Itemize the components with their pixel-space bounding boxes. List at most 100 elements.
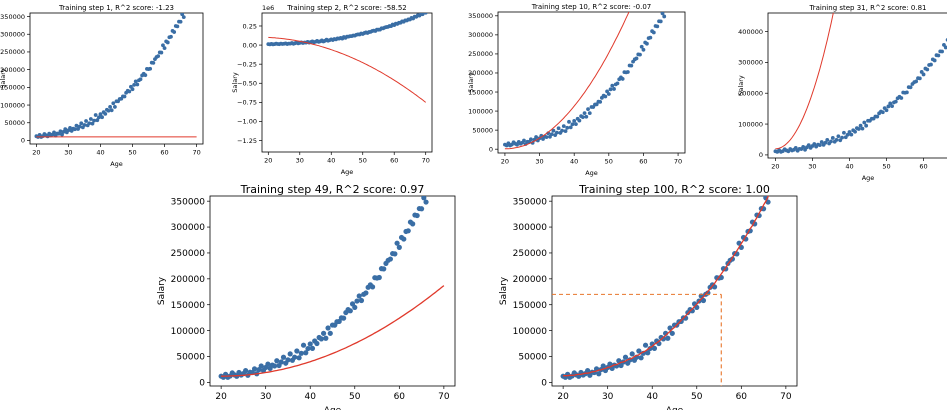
x-axis-label: Age — [341, 168, 354, 176]
data-point — [580, 115, 585, 120]
data-point — [103, 111, 108, 116]
data-point — [629, 351, 635, 357]
y-tick-label: 300000 — [171, 223, 206, 233]
data-point — [401, 236, 407, 242]
plot-frame — [497, 11, 686, 154]
y-axis-label: Salary — [737, 75, 745, 96]
data-point — [925, 67, 930, 72]
data-point — [570, 122, 575, 127]
data-point — [130, 87, 135, 92]
data-point — [700, 297, 707, 304]
x-tick-label: 20 — [771, 163, 779, 171]
data-point — [58, 129, 63, 134]
data-point — [585, 368, 591, 374]
data-point — [616, 358, 622, 364]
plot-area — [34, 13, 197, 139]
data-point — [655, 24, 660, 29]
y-tick-label: 0 — [759, 151, 763, 159]
data-point — [921, 72, 926, 77]
data-point — [620, 77, 625, 81]
data-point — [904, 90, 909, 95]
data-point — [845, 132, 850, 137]
data-point — [143, 73, 148, 78]
x-tick-label: 70 — [192, 149, 200, 157]
y-tick-label: 200000 — [738, 89, 763, 97]
x-tick-label: 40 — [305, 392, 317, 402]
x-tick-label: 70 — [780, 392, 792, 402]
data-point — [645, 41, 649, 46]
data-point — [72, 127, 77, 132]
data-point — [534, 135, 538, 139]
data-point — [161, 43, 165, 48]
y-tick-label: 0.25 — [243, 22, 257, 30]
y-tick-label: −0.50 — [237, 80, 257, 88]
data-point — [159, 50, 164, 55]
data-point — [243, 368, 249, 374]
y-axis-label: Salary — [231, 72, 239, 93]
data-point — [98, 112, 103, 117]
x-tick-label: 50 — [882, 163, 890, 171]
data-point — [347, 308, 353, 314]
data-point — [274, 358, 280, 364]
data-point — [271, 363, 278, 369]
data-point — [612, 87, 616, 91]
data-point — [917, 76, 922, 81]
data-point — [634, 56, 639, 61]
x-tick-label: 30 — [260, 392, 272, 402]
x-tick-label: 60 — [160, 149, 168, 157]
data-point — [642, 342, 649, 348]
y-tick-label: 100000 — [468, 107, 493, 115]
data-point — [148, 66, 153, 71]
data-point — [849, 132, 854, 137]
data-point — [770, 188, 775, 193]
data-point — [819, 140, 824, 144]
data-point — [112, 105, 117, 109]
data-point — [586, 107, 590, 112]
data-point — [629, 63, 634, 68]
data-point — [133, 79, 138, 84]
y-tick-label: −0.75 — [237, 99, 257, 107]
data-point — [356, 293, 362, 299]
data-point — [572, 119, 577, 123]
data-point — [936, 53, 941, 58]
chart-title: Training step 2, R^2 score: -58.52 — [286, 4, 406, 12]
data-point — [325, 325, 331, 331]
x-tick-label: 60 — [394, 392, 406, 402]
data-point — [864, 123, 869, 128]
data-point — [853, 129, 857, 134]
data-point — [74, 123, 79, 128]
data-point — [556, 126, 561, 131]
data-point — [598, 99, 603, 104]
data-point — [421, 196, 427, 201]
data-point — [175, 24, 180, 29]
data-point — [278, 359, 284, 365]
data-point — [169, 34, 173, 39]
x-tick-label: 40 — [327, 157, 335, 165]
data-point — [528, 137, 533, 142]
x-tick-label: 50 — [349, 392, 361, 402]
data-point — [888, 101, 893, 106]
y-tick-label: 300000 — [468, 31, 493, 39]
data-point — [79, 121, 84, 126]
data-point — [280, 354, 287, 360]
data-point — [88, 117, 93, 121]
data-point — [251, 366, 258, 372]
data-point — [138, 77, 143, 82]
chart-step-31: Training step 31, R^2 score: 0.81 20 30 40 5… — [737, 4, 947, 182]
fit-curve — [775, 13, 834, 150]
data-point — [307, 341, 313, 347]
data-point — [122, 94, 127, 99]
data-point — [314, 340, 320, 347]
x-tick-label: 40 — [96, 149, 104, 157]
data-point — [106, 108, 111, 113]
y-tick-label: −0.25 — [237, 60, 257, 68]
data-point — [287, 351, 293, 357]
data-point — [899, 96, 904, 100]
data-point — [638, 52, 642, 57]
data-point — [830, 136, 835, 140]
data-point — [890, 104, 894, 109]
data-point — [82, 123, 87, 127]
y-tick-label: 0 — [199, 379, 205, 389]
data-point — [781, 160, 786, 165]
data-point — [127, 89, 132, 94]
